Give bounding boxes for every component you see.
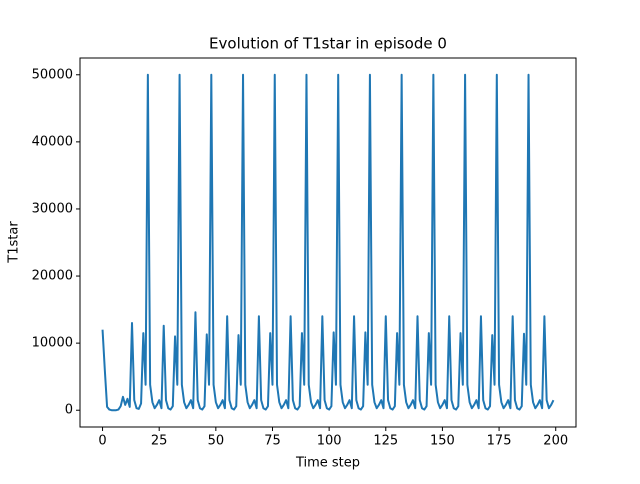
x-tick-label: 200 — [543, 434, 568, 449]
y-tick-label: 40000 — [32, 134, 73, 149]
x-tick-label: 100 — [317, 434, 342, 449]
y-axis-label: T1star — [7, 221, 22, 264]
x-tick-label: 125 — [373, 434, 398, 449]
x-tick-label: 0 — [98, 434, 106, 449]
x-tick-label: 50 — [208, 434, 225, 449]
plot-frame — [79, 57, 577, 428]
y-tick-label: 10000 — [32, 336, 73, 351]
x-tick-label: 75 — [264, 434, 281, 449]
y-tick-label: 50000 — [32, 67, 73, 82]
y-tick-label: 0 — [65, 403, 73, 418]
line — [101, 73, 555, 412]
y-tick-label: 30000 — [32, 201, 73, 216]
x-tick-label: 150 — [430, 434, 455, 449]
x-tick-label: 25 — [151, 434, 168, 449]
y-tick-label: 20000 — [32, 269, 73, 284]
x-tick-label: 175 — [487, 434, 512, 449]
chart-title: Evolution of T1star in episode 0 — [209, 35, 447, 53]
x-axis-label: Time step — [295, 456, 360, 471]
